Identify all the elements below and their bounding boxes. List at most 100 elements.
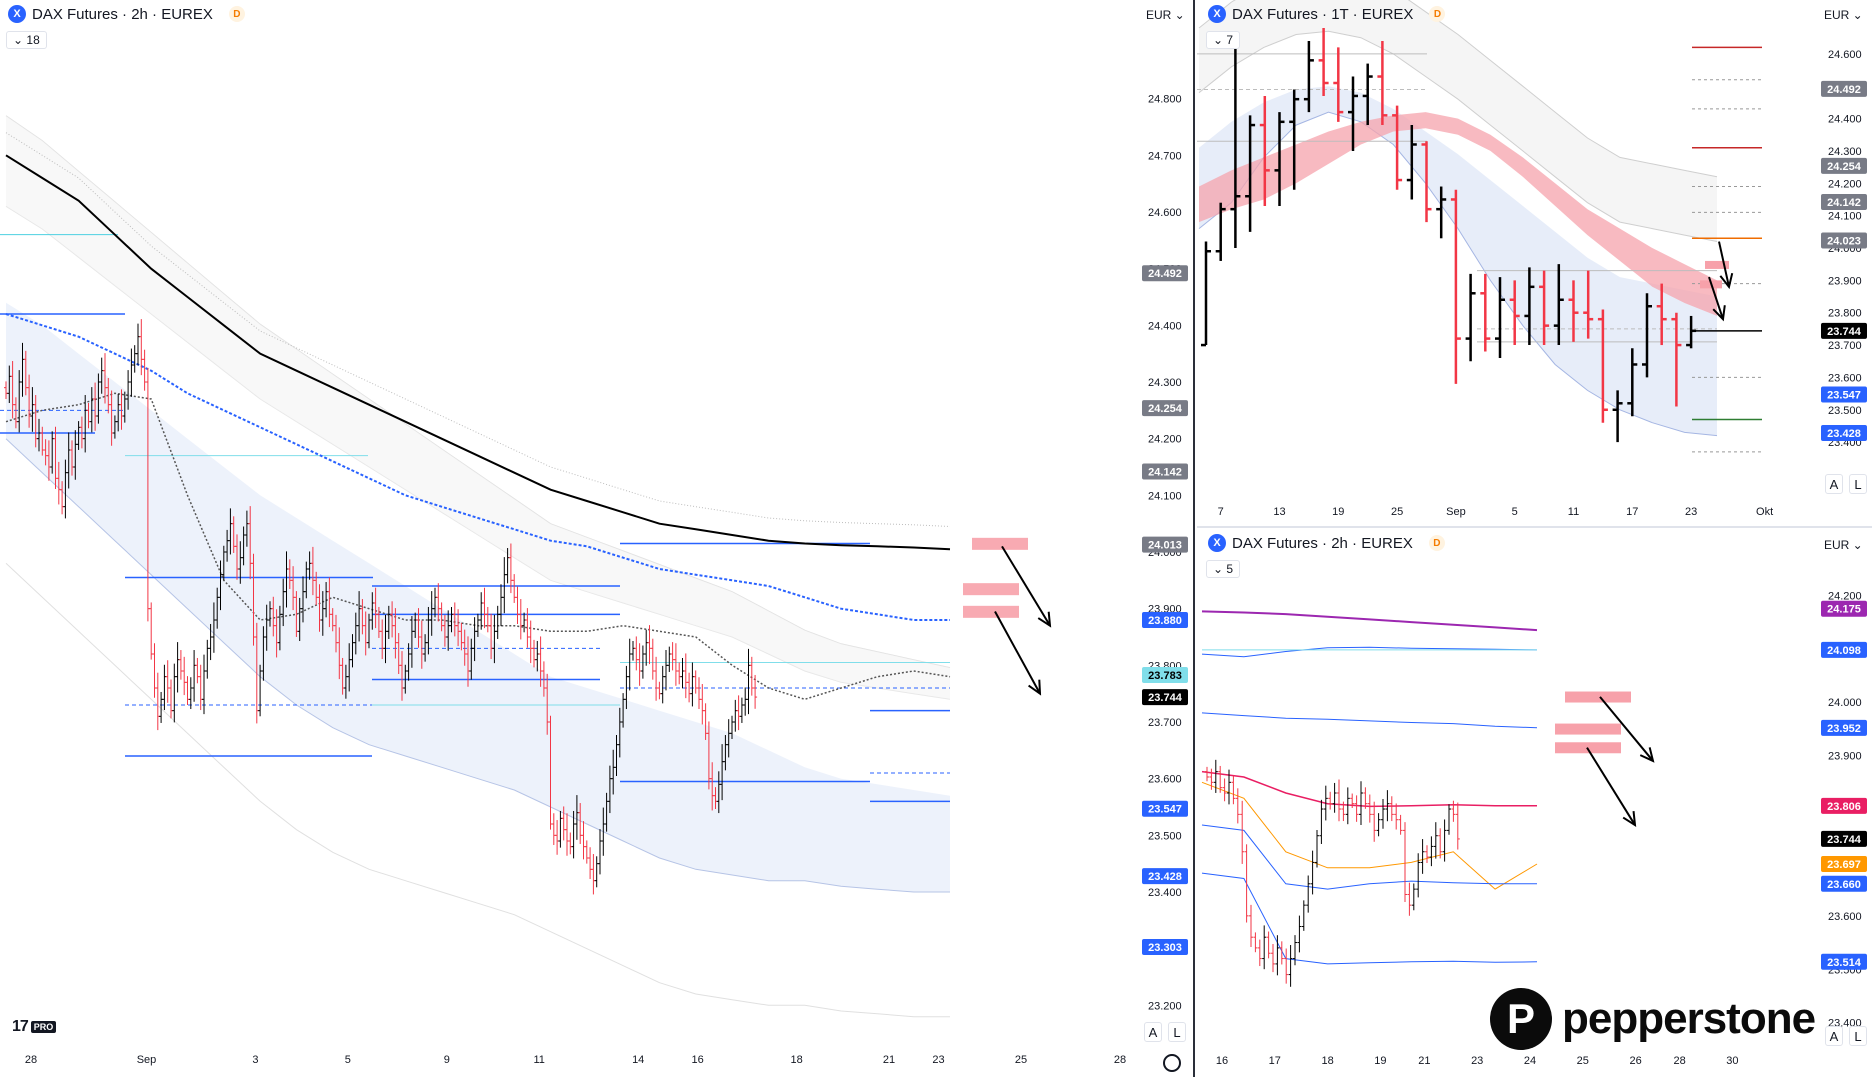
price-tag-label: 23.880 [1148,615,1182,627]
down-arrow-shaft [1586,747,1636,826]
x-axis-tick-label: 21 [883,1054,895,1066]
daily-chart-title: DAX Futures · 1T · EUREX [1232,5,1414,23]
purple-average-line [1201,610,1538,632]
price-tag-label-bg [1821,80,1867,97]
resistance-zone-box [972,537,1028,550]
y-axis-tick-label: 24.200 [1828,178,1862,190]
h2-currency-select[interactable]: EUR ⌄ [1824,538,1863,552]
price-tag-label: 23.952 [1827,723,1861,735]
price-tag-label-bg [1821,322,1867,339]
h2-indicator-toggle[interactable]: ⌄ 5 [1206,560,1241,578]
y-axis-tick-label: 24.300 [1828,146,1862,158]
h2-chart-header[interactable]: X DAX Futures · 2h · EUREX D [1208,534,1445,552]
x-axis-tick-label: 25 [1015,1054,1027,1066]
main-chart-pane[interactable]: X DAX Futures · 2h · EUREX D ⌄ 18 EUR ⌄ … [0,0,1195,1077]
y-axis-tick-label: 23.400 [1148,887,1182,899]
eurex-symbol-icon: X [8,5,26,23]
down-arrow-head [1028,679,1042,696]
black-moving-average [5,154,951,551]
x-axis-tick-label: 23 [1685,506,1697,518]
eurex-symbol-icon: X [1208,534,1226,552]
main-indicator-toggle[interactable]: ⌄ 18 [6,31,47,49]
main-chart-header[interactable]: X DAX Futures · 2h · EUREX D [8,5,245,23]
y-axis-tick-label: 23.200 [1148,1000,1182,1012]
y-axis-tick-label: 23.900 [1828,751,1862,763]
upper-band-edge [1198,30,1718,242]
blue-mid-line [1201,712,1538,729]
y-axis-tick-label: 24.600 [1828,49,1862,61]
price-tag-label: 23.744 [1148,692,1183,704]
price-tag-label-bg [1142,400,1188,417]
x-axis-tick-label: 19 [1332,506,1344,518]
daily-auto-scale-button[interactable]: A [1825,474,1843,494]
y-axis-tick-label: 24.200 [1148,434,1182,446]
lower-blue-band [1199,86,1717,436]
lower-blue-band [6,302,950,892]
daily-indicator-toggle[interactable]: ⌄ 7 [1206,31,1241,49]
daily-log-scale-button[interactable]: L [1849,474,1867,494]
x-axis-tick-label: 25 [1577,1055,1589,1067]
price-tag-label-bg [1142,868,1188,885]
daily-chart-header[interactable]: X DAX Futures · 1T · EUREX D [1208,5,1446,23]
price-tag-label: 23.744 [1827,326,1862,338]
price-tag-label: 24.254 [1827,161,1862,173]
price-tag-label: 23.547 [1148,804,1182,816]
main-auto-scale-button[interactable]: A [1144,1022,1162,1042]
y-axis-tick-label: 24.000 [1828,697,1862,709]
main-log-scale-button[interactable]: L [1168,1022,1186,1042]
y-axis-tick-label: 23.600 [1148,774,1182,786]
daily-chart-pane[interactable]: 24.60024.50024.40024.30024.20024.10024.0… [1197,0,1872,528]
price-tag-label: 24.142 [1148,467,1182,479]
main-log-label: L [1173,1024,1181,1040]
outer-lower-envelope [5,562,950,1018]
resistance-zone-box [1565,691,1631,703]
y-axis-tick-label: 24.100 [1148,490,1182,502]
price-tag-label: 24.254 [1148,403,1183,415]
x-axis-tick-label: 28 [1114,1054,1126,1066]
h2-chart-title: DAX Futures · 2h · EUREX [1232,534,1413,552]
resistance-zone-box [963,583,1019,596]
price-tag-label-bg [1142,666,1188,683]
x-axis-tick-label: Sep [1446,506,1466,518]
x-axis-tick-label: 14 [632,1054,644,1066]
price-tag-label-bg [1821,856,1867,873]
price-tag-label-bg [1142,689,1188,706]
h2-chart-pane[interactable]: 24.20024.10024.00023.90023.80023.70023.6… [1197,530,1872,1077]
y-axis-tick-label: 23.700 [1828,340,1862,352]
price-tag-label-bg [1142,265,1188,282]
x-axis-tick-label: 26 [1629,1055,1641,1067]
daily-indicator-count: 7 [1226,33,1234,47]
y-axis-tick-label: 24.100 [1828,211,1862,223]
h2-auto-scale-button[interactable]: A [1825,1026,1843,1046]
x-axis-tick-label: 28 [25,1054,37,1066]
price-tag-label-bg [1821,386,1867,403]
daily-currency-select[interactable]: EUR ⌄ [1824,8,1863,22]
h2-chart-svg[interactable]: 24.20024.10024.00023.90023.80023.70023.6… [1197,530,1872,1077]
x-axis-tick-label: 23 [932,1054,944,1066]
h2-log-scale-button[interactable]: L [1849,1026,1867,1046]
x-axis-tick-label: 13 [1273,506,1285,518]
x-axis-tick-label: 30 [1726,1055,1738,1067]
resistance-zone-box [1555,723,1621,735]
daily-currency-label: EUR [1824,8,1850,22]
upper-grey-band [1199,0,1717,242]
x-axis-tick-label: 16 [1216,1055,1228,1067]
y-axis-tick-label: 24.400 [1148,320,1182,332]
price-tag-label-bg [1821,830,1867,847]
main-chart-svg[interactable]: 24.80024.70024.60024.50024.40024.30024.2… [0,0,1195,1077]
price-tag-label-bg [1142,800,1188,817]
price-tag-label: 24.023 [1827,236,1861,248]
price-tag-label-bg [1821,157,1867,174]
delayed-data-icon: D [1429,6,1446,22]
down-arrow-head [1037,611,1052,628]
blue-dotted-average [5,313,950,621]
main-currency-select[interactable]: EUR ⌄ [1146,8,1185,22]
settings-gear-icon[interactable] [1163,1054,1181,1072]
y-axis-tick-label: 24.300 [1148,377,1182,389]
tradingview-logo: 17 PRO [12,1018,57,1036]
x-axis-tick-label: Okt [1756,506,1773,518]
down-arrow-shaft [1001,545,1051,627]
y-axis-tick-label: 23.500 [1148,830,1182,842]
lower-band-edge [5,438,950,893]
daily-chart-svg[interactable]: 24.60024.50024.40024.30024.20024.10024.0… [1197,0,1872,528]
